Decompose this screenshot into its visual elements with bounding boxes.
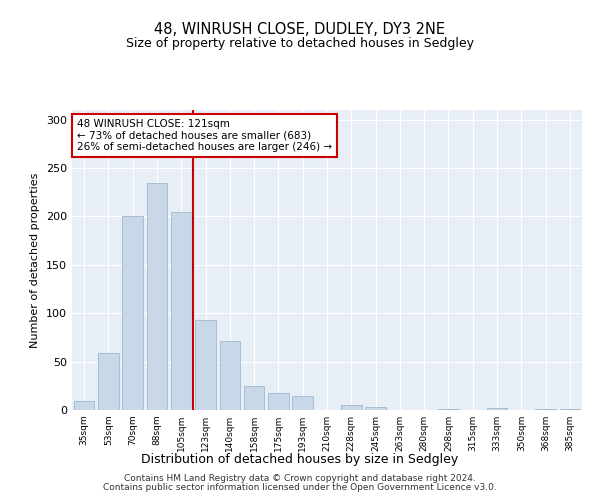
Bar [341, 405, 362, 410]
Bar [74, 402, 94, 410]
Bar [146, 182, 167, 410]
Text: Contains HM Land Registry data © Crown copyright and database right 2024.: Contains HM Land Registry data © Crown c… [124, 474, 476, 483]
Bar [438, 409, 459, 410]
Bar [365, 407, 386, 410]
Bar [98, 353, 119, 410]
Text: Distribution of detached houses by size in Sedgley: Distribution of detached houses by size … [142, 454, 458, 466]
Bar [195, 320, 216, 410]
Y-axis label: Number of detached properties: Number of detached properties [31, 172, 40, 348]
Text: Size of property relative to detached houses in Sedgley: Size of property relative to detached ho… [126, 38, 474, 51]
Bar [122, 216, 143, 410]
Bar [535, 409, 556, 410]
Text: Contains public sector information licensed under the Open Government Licence v3: Contains public sector information licen… [103, 483, 497, 492]
Text: 48 WINRUSH CLOSE: 121sqm
← 73% of detached houses are smaller (683)
26% of semi-: 48 WINRUSH CLOSE: 121sqm ← 73% of detach… [77, 119, 332, 152]
Bar [220, 342, 240, 410]
Bar [268, 392, 289, 410]
Bar [171, 212, 191, 410]
Bar [487, 408, 508, 410]
Text: 48, WINRUSH CLOSE, DUDLEY, DY3 2NE: 48, WINRUSH CLOSE, DUDLEY, DY3 2NE [155, 22, 445, 38]
Bar [292, 396, 313, 410]
Bar [244, 386, 265, 410]
Bar [560, 409, 580, 410]
